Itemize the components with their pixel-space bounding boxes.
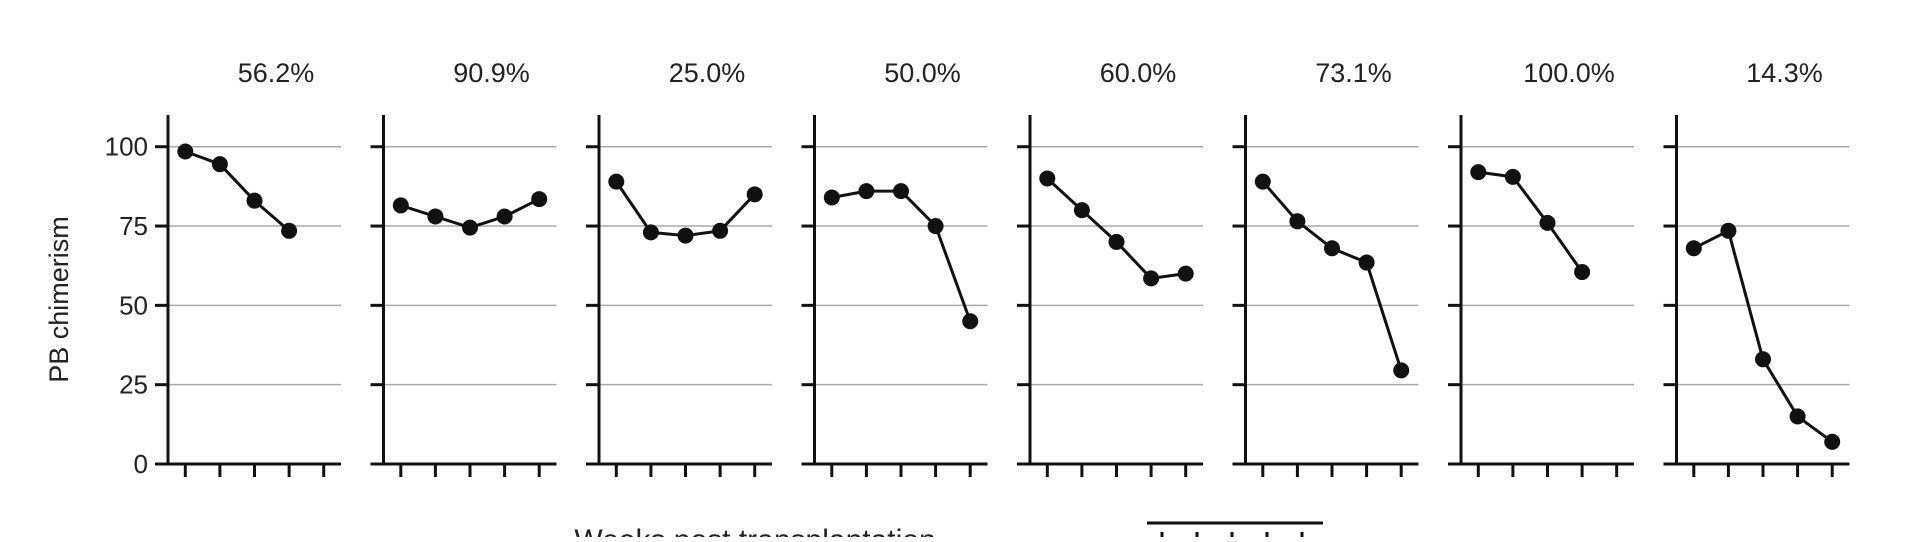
data-point [1073, 202, 1090, 219]
data-point [211, 156, 228, 173]
panel-2: 90.9% [370, 58, 557, 477]
panel-title: 56.2% [238, 58, 315, 88]
panel-title: 50.0% [884, 58, 961, 88]
data-point [1539, 214, 1556, 231]
data-point [962, 313, 979, 330]
series-line [615, 180, 756, 238]
panels-layer: 0 25 50 75 100 56.2% 90.9% 25.0% 50.0% 60.0% 73.1%… [105, 58, 1850, 540]
x-axis-label: Weeks post transplantation [574, 524, 935, 537]
data-point [1393, 362, 1410, 379]
panel-1: 0 25 50 75 100 56.2% [105, 58, 341, 479]
data-point [823, 189, 840, 206]
data-point [746, 186, 763, 203]
data-point [642, 224, 659, 241]
panel-5: 60.0% [1017, 58, 1203, 477]
y-tick-label: 0 [134, 449, 148, 479]
data-point [858, 183, 875, 200]
data-point [1789, 408, 1806, 425]
data-point [712, 222, 729, 239]
series-line [831, 189, 972, 322]
data-point [1720, 222, 1737, 239]
data-point [927, 218, 944, 235]
data-point [1685, 240, 1702, 257]
y-tick-label: 75 [119, 211, 148, 241]
data-point [1574, 264, 1591, 281]
data-point [281, 222, 298, 239]
y-tick-label: 50 [119, 290, 148, 320]
y-tick-label: 100 [105, 132, 148, 162]
panel-7: 100.0% [1448, 58, 1634, 477]
panel-title: 60.0% [1100, 58, 1177, 88]
data-point [496, 208, 513, 225]
data-point [1289, 213, 1306, 230]
panel-title: 90.9% [453, 58, 530, 88]
series-line [1261, 180, 1403, 371]
data-point [462, 219, 478, 236]
data-point [1177, 265, 1194, 282]
panel-title: 73.1% [1315, 58, 1392, 88]
data-point [392, 197, 409, 214]
data-point [1470, 164, 1487, 181]
y-tick-label: 25 [119, 370, 148, 400]
series-line [1478, 170, 1584, 273]
data-point [1143, 270, 1160, 287]
series-line [1693, 229, 1834, 444]
data-point [246, 192, 263, 209]
panel-3: 25.0% [586, 58, 772, 477]
data-point [608, 173, 625, 190]
data-point [1755, 351, 1771, 368]
data-point [1108, 233, 1125, 250]
data-point [1358, 254, 1375, 271]
data-point [1039, 170, 1056, 187]
panel-8: 14.3% [1663, 58, 1850, 477]
data-point [531, 191, 548, 208]
series-line [184, 150, 291, 232]
panel-title: 25.0% [669, 58, 746, 88]
data-point [1254, 173, 1271, 190]
data-point [677, 227, 694, 244]
data-point [1504, 168, 1521, 185]
y-axis-label: PB chimerism [44, 216, 74, 383]
panel-title: 14.3% [1746, 58, 1823, 88]
data-point [177, 143, 194, 160]
panel-title: 100.0% [1523, 58, 1615, 88]
panel-6: 73.1% [1232, 58, 1419, 477]
data-point [1824, 433, 1841, 450]
series-line [1046, 177, 1186, 280]
data-point [427, 208, 444, 225]
data-point [1324, 240, 1340, 257]
panel-4: 50.0% [801, 58, 988, 477]
data-point [893, 183, 909, 200]
